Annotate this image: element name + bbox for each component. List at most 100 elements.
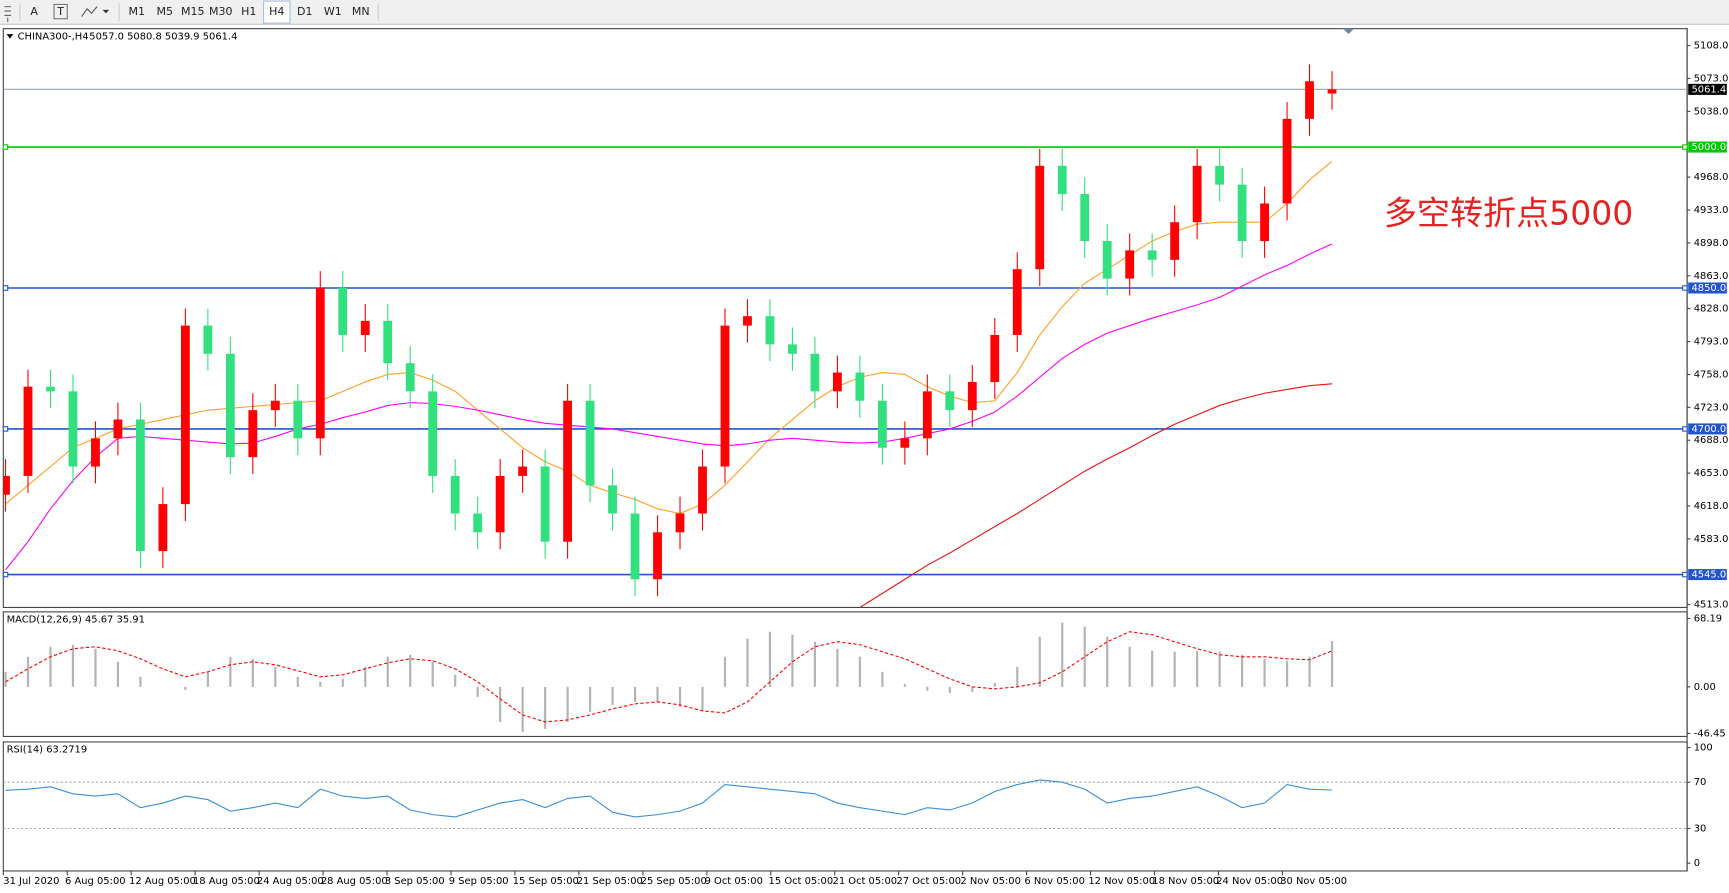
y-tick-label: 68.19 (1694, 613, 1722, 624)
x-tick-label: 21 Sep 05:00 (577, 876, 643, 887)
macd-bar (1083, 626, 1086, 687)
price-label-bg (1688, 83, 1727, 95)
x-tick-label: 3 Sep 05:00 (385, 876, 445, 887)
rsi-pane (2, 741, 1688, 872)
macd-bar (454, 674, 457, 687)
timeframe-button[interactable]: MN (352, 5, 370, 18)
toolbar-bg (0, 0, 1729, 25)
y-tick-label: 4653.0 (1694, 468, 1729, 479)
candle-body (473, 513, 483, 533)
macd-bar (476, 686, 479, 697)
candle-body (1192, 165, 1202, 223)
candle-body (1327, 89, 1337, 94)
macd-bar (993, 682, 996, 687)
macd-bar (1285, 660, 1289, 687)
timeframe-button[interactable]: W1 (324, 5, 342, 18)
macd-bar (1263, 658, 1266, 687)
macd-bar (926, 686, 929, 691)
candle-body (922, 391, 932, 439)
level-handle (1682, 285, 1688, 291)
macd-bar (521, 686, 524, 732)
macd-bar (1151, 650, 1154, 687)
candle-body (698, 466, 707, 514)
crosshair-icon[interactable] (4, 6, 12, 23)
toolbar: A T M1 M5 M15 M30 H1 H4 D1 W1 MN (0, 0, 1729, 25)
candle-body (360, 320, 370, 335)
macd-bar (1308, 656, 1311, 687)
macd-bar (813, 641, 817, 687)
x-tick-label: 6 Aug 05:00 (65, 876, 126, 887)
timeframe-button[interactable]: M1 (128, 5, 145, 18)
macd-bar (1128, 646, 1131, 687)
moving-average (5, 243, 1333, 571)
timeframe-button[interactable]: H1 (241, 5, 256, 18)
macd-bar (566, 686, 569, 722)
level-handle (2, 571, 9, 578)
macd-bar (71, 644, 75, 687)
y-tick-label: 30 (1694, 823, 1707, 834)
y-tick-label: 4758.0 (1694, 369, 1729, 380)
macd-bar (544, 686, 547, 729)
level-handle (2, 144, 9, 150)
ohlc-label: 5057.0 5080.8 5039.9 5061.4 (89, 31, 237, 42)
timeframes: M1 M5 M15 M30 H1 H4 D1 W1 MN (128, 0, 370, 24)
main-pane (2, 28, 1688, 609)
symbol-title: CHINA300-,H4 (18, 31, 89, 42)
annotation: 多空转折点5000 (1384, 193, 1633, 232)
timeframe-button[interactable]: H4 (269, 5, 284, 18)
candle-body (518, 466, 528, 476)
x-tick-label: 31 Jul 2020 (3, 876, 59, 887)
macd-bar (409, 654, 412, 687)
macd-bar (881, 671, 884, 687)
macd-pane (2, 611, 1688, 738)
macd-bar (206, 671, 209, 687)
macd-bar (184, 686, 187, 690)
price-label: 5061.4 (1692, 84, 1727, 95)
macd-bar (431, 661, 434, 687)
y-tick-label: 4828.0 (1694, 304, 1729, 315)
macd-bar (341, 678, 344, 687)
timeframe-button[interactable]: D1 (297, 5, 313, 18)
candle-body (1102, 241, 1112, 279)
plot-area (3, 779, 1688, 830)
macd-bar (26, 656, 30, 687)
x-tick-label: 9 Oct 05:00 (705, 876, 763, 887)
candle-body (788, 344, 797, 354)
macd-bar (1061, 622, 1064, 687)
candle-body (46, 386, 55, 392)
shapes-icon[interactable] (81, 6, 98, 17)
candle-body (248, 410, 258, 458)
candle-body (900, 438, 910, 448)
level-label-bg (1688, 282, 1727, 294)
dropdown-arrow[interactable] (102, 9, 110, 14)
label-tool-box[interactable] (53, 3, 68, 20)
x-tick-label: 18 Nov 05:00 (1152, 876, 1219, 887)
candle-body (855, 372, 865, 401)
text-tool[interactable]: A (30, 5, 38, 18)
candle-body (203, 325, 213, 354)
candle-body (743, 316, 752, 326)
candle-body (608, 485, 617, 514)
level-handle (2, 426, 9, 432)
macd-bar (116, 661, 120, 687)
x-tick-label: 21 Oct 05:00 (833, 876, 898, 887)
candle-body (1215, 165, 1225, 185)
level-handle (1682, 571, 1688, 578)
candle-body (495, 475, 505, 533)
label-tool[interactable]: T (56, 5, 64, 18)
macd-bar (701, 686, 704, 711)
candle-body (338, 287, 348, 335)
candle-body (68, 391, 78, 467)
candle-body (270, 400, 280, 411)
x-tick-label: 2 Nov 05:00 (960, 876, 1020, 887)
timeframe-button[interactable]: M5 (156, 5, 173, 18)
candle-body (158, 504, 168, 552)
timeframe-button[interactable]: M15 (181, 5, 205, 18)
x-tick-label: 12 Nov 05:00 (1088, 876, 1155, 887)
candle-body (810, 353, 820, 392)
macd-bar (1106, 636, 1109, 687)
timeframe-button[interactable]: M30 (209, 5, 233, 18)
candle-body (990, 334, 1000, 382)
x-tick-label: 30 Nov 05:00 (1280, 876, 1347, 887)
